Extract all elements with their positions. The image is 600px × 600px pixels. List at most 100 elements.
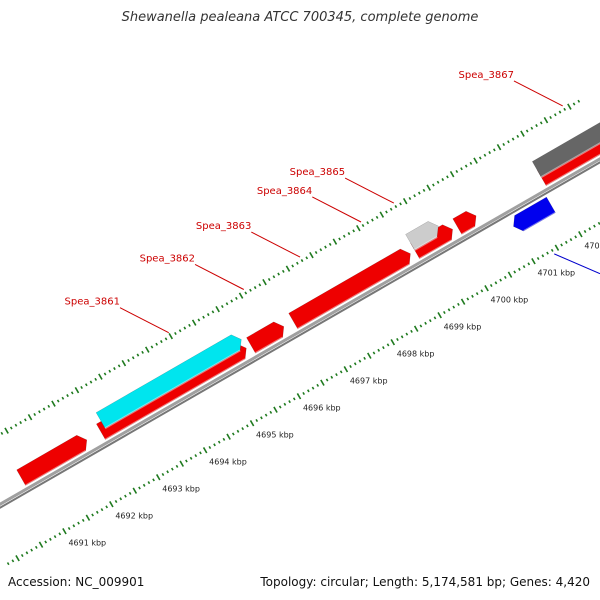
forward-tick-mark	[375, 215, 379, 219]
forward-tick-mark	[530, 126, 534, 130]
reverse-tick-mark	[155, 474, 161, 481]
forward-tick-mark	[272, 275, 276, 279]
reverse-tick-mark	[343, 366, 349, 373]
reverse-tick-mark	[72, 524, 76, 528]
forward-tick-mark	[361, 223, 365, 227]
tick-label: 4692 kbp	[115, 512, 153, 521]
reverse-tick-mark	[241, 427, 245, 431]
cds-1-highlight	[25, 450, 87, 487]
forward-tick-mark	[553, 113, 557, 117]
forward-tick-mark	[446, 175, 449, 179]
forward-tick-mark	[520, 130, 525, 137]
forward-tick-mark	[408, 196, 412, 200]
forward-tick-mark	[42, 407, 46, 411]
forward-tick-mark	[19, 421, 22, 425]
forward-tick-mark	[507, 140, 510, 144]
forward-tick-mark	[291, 264, 295, 268]
reverse-tick-mark	[81, 518, 85, 522]
reverse-tick-mark	[132, 487, 138, 494]
forward-tick-mark	[314, 250, 318, 254]
reverse-tick-mark	[494, 281, 498, 285]
forward-tick-mark	[338, 237, 341, 241]
tick-label: 4699 kbp	[444, 323, 482, 332]
reverse-tick-mark	[288, 400, 291, 404]
reverse-tick-mark	[471, 294, 474, 298]
forward-tick-mark	[332, 238, 338, 245]
forward-tick-mark	[347, 232, 351, 236]
spea-3867-gene-feature	[531, 122, 600, 178]
reverse-tick-mark	[175, 464, 179, 468]
forward-tick-mark	[144, 346, 150, 353]
reverse-tick-mark	[202, 447, 208, 454]
forward-tick-mark	[183, 326, 187, 330]
forward-tick-mark	[394, 205, 398, 209]
label-leader-line	[312, 196, 362, 223]
forward-tick-mark	[174, 331, 177, 335]
forward-tick-mark	[563, 107, 567, 111]
reverse-tick-mark	[249, 420, 255, 427]
reverse-tick-mark	[507, 271, 513, 278]
forward-tick-mark	[464, 164, 468, 168]
reverse-tick-mark	[278, 405, 282, 409]
forward-tick-mark	[51, 400, 56, 407]
cds-6-highlight	[461, 225, 476, 236]
forward-tick-mark	[141, 350, 144, 354]
forward-tick-mark	[352, 229, 355, 233]
reverse-tick-mark	[335, 373, 338, 377]
reverse-tick-mark	[316, 383, 320, 387]
forward-tick-mark	[296, 261, 299, 265]
reverse-tick-mark	[437, 312, 442, 319]
forward-tick-mark	[191, 319, 197, 326]
forward-tick-mark	[24, 418, 27, 422]
forward-tick-mark	[164, 337, 168, 341]
reverse-tick-mark	[166, 470, 169, 474]
forward-tick-mark	[89, 380, 93, 384]
forward-tick-mark	[441, 178, 445, 182]
label-leader-line	[194, 264, 245, 290]
tick-label: 4695 kbp	[256, 431, 294, 440]
reverse-tick-mark	[410, 329, 413, 333]
spea-3861-gene-feature	[95, 334, 242, 429]
forward-tick-mark	[469, 161, 473, 165]
forward-tick-mark	[277, 272, 280, 276]
reverse-tick-mark	[503, 275, 507, 279]
forward-tick-mark	[38, 410, 41, 414]
reverse-tick-mark	[564, 240, 568, 244]
reverse-tick-mark	[400, 335, 404, 339]
reverse-tick-mark	[58, 532, 62, 536]
forward-tick-mark	[9, 426, 13, 430]
forward-tick-mark	[422, 188, 426, 192]
reverse-tick-mark	[353, 362, 357, 366]
reverse-tick-mark	[499, 278, 502, 282]
forward-tick-mark	[342, 234, 346, 238]
reverse-tick-mark	[296, 393, 302, 400]
reverse-tick-mark	[419, 324, 423, 328]
forward-tick-mark	[238, 292, 244, 299]
reverse-tick-mark	[100, 508, 104, 512]
label-leader-line	[513, 80, 563, 107]
reverse-tick-mark	[550, 248, 554, 252]
reverse-tick-mark	[569, 238, 573, 242]
reverse-tick-mark	[152, 478, 155, 482]
tick-label: 4697 kbp	[350, 377, 388, 386]
reverse-tick-mark	[367, 352, 372, 359]
reverse-tick-mark	[311, 386, 315, 390]
forward-tick-mark	[136, 353, 140, 357]
forward-tick-mark	[0, 431, 4, 435]
reverse-tick-mark	[292, 397, 296, 401]
forward-tick-mark	[262, 278, 267, 286]
reverse-tick-mark	[447, 308, 451, 312]
forward-tick-mark	[511, 137, 515, 141]
reverse-tick-mark	[330, 375, 334, 379]
forward-tick-mark	[300, 259, 304, 263]
cds-4-highlight	[297, 263, 410, 330]
reverse-tick-mark	[546, 251, 549, 255]
forward-tick-mark	[117, 364, 121, 368]
forward-tick-mark	[235, 296, 238, 300]
reverse-tick-mark	[588, 227, 592, 231]
forward-tick-mark	[436, 180, 440, 184]
forward-tick-mark	[319, 248, 323, 252]
reverse-tick-mark	[119, 497, 123, 501]
